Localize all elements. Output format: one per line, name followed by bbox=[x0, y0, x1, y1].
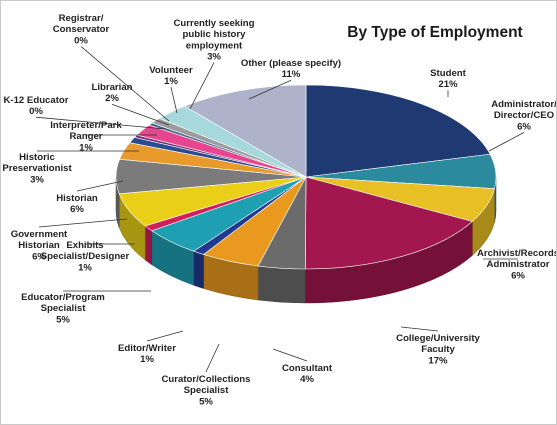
slice-label-13: Interpreter/Park Ranger 1% bbox=[50, 120, 122, 153]
slice-label-1: Student 21% bbox=[430, 68, 467, 90]
slice-label-2: Administrator/Director/CEO 6% bbox=[491, 99, 556, 132]
leader-line-2 bbox=[488, 132, 525, 152]
slice-label-5: Consultant 4% bbox=[282, 363, 333, 385]
slice-label-10: Government Historian 6% bbox=[11, 229, 68, 262]
pie-slice-side-7 bbox=[193, 250, 204, 289]
leader-line-18 bbox=[189, 62, 215, 110]
pie-slice-1 bbox=[305, 84, 491, 178]
leader-line-19 bbox=[248, 79, 292, 100]
leader-line-16 bbox=[80, 46, 170, 122]
leader-line-6 bbox=[205, 343, 220, 373]
slice-label-14: K-12 Educator 0% bbox=[3, 95, 68, 117]
chart-title: By Type of Employment bbox=[347, 24, 522, 41]
leader-line-10 bbox=[38, 218, 128, 228]
slice-label-4: College/University Faculty 17% bbox=[396, 333, 480, 366]
slice-label-16: Registrar/Conservator 0% bbox=[53, 13, 110, 46]
leader-line-17 bbox=[170, 87, 178, 114]
slice-label-19: Other (please specify) 11% bbox=[241, 58, 341, 80]
slice-label-15: Librarian 2% bbox=[91, 82, 132, 104]
pie-side-walls bbox=[115, 176, 497, 304]
pie-slice-side-9 bbox=[144, 225, 153, 266]
leader-lines bbox=[35, 46, 525, 373]
data-labels: Student 21% Administrator/Director/CEO 6% Ar… bbox=[2, 13, 556, 407]
leader-line-15 bbox=[111, 103, 170, 126]
leader-line-14 bbox=[35, 116, 166, 130]
slice-label-9: Exhibits Specialist/Designer 1% bbox=[41, 240, 130, 273]
slice-label-12: Historic Preservationist 3% bbox=[2, 152, 72, 185]
slice-label-7: Editor/Writer 1% bbox=[118, 343, 176, 365]
pie-slice-side-5 bbox=[257, 265, 306, 304]
slice-label-11: Historian 6% bbox=[56, 193, 98, 215]
pie-top-faces bbox=[115, 84, 497, 270]
leader-line-7 bbox=[146, 330, 184, 342]
slice-label-3: Archivist/Records Administrator 6% bbox=[477, 248, 556, 281]
leader-line-11 bbox=[76, 180, 124, 192]
slice-label-6: Curator/Collections Specialist 5% bbox=[161, 374, 250, 407]
pie-slice-4 bbox=[305, 176, 473, 270]
leader-line-4 bbox=[400, 326, 439, 332]
slice-label-18: Currently seeking public history employmen… bbox=[173, 18, 254, 63]
slice-label-8: Educator/Program Specialist 5% bbox=[21, 292, 105, 325]
pie-slice-19 bbox=[184, 84, 307, 178]
leader-line-5 bbox=[272, 348, 308, 362]
slice-label-17: Volunteer 1% bbox=[149, 65, 193, 87]
